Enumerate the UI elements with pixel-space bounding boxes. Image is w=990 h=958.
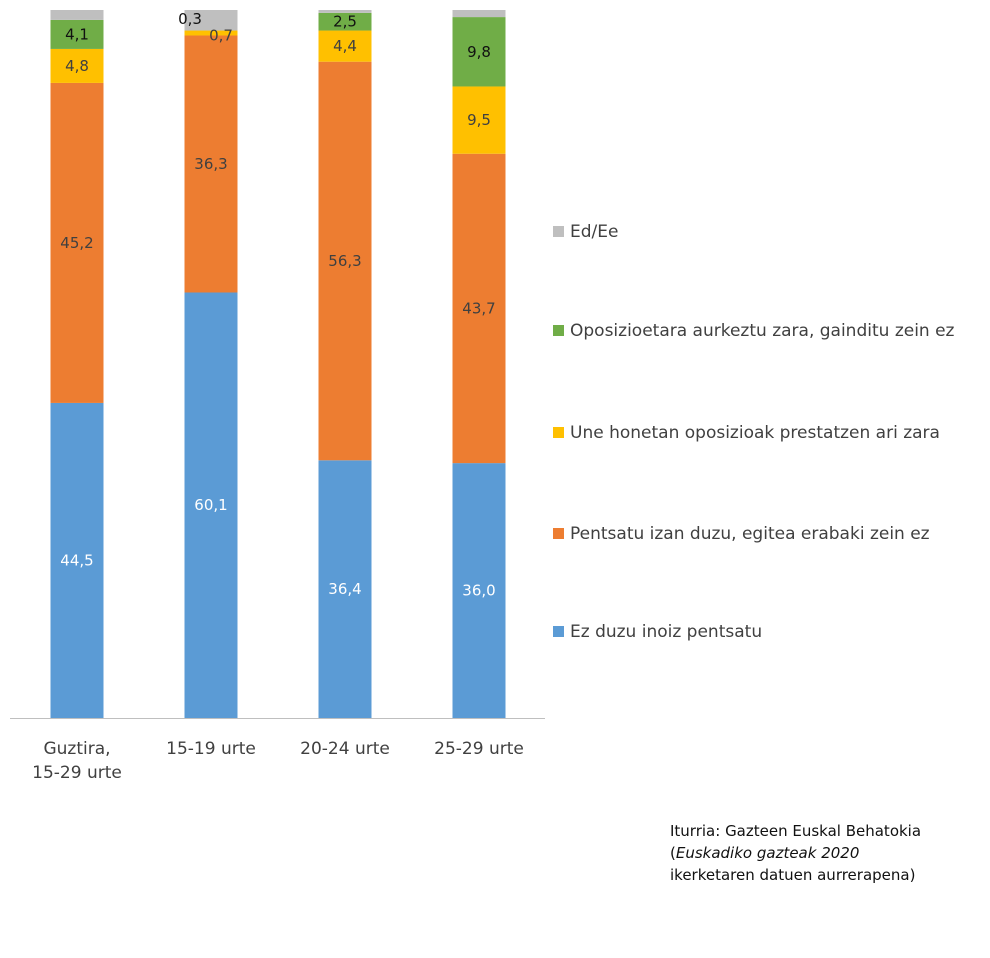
source-note: Iturria: Gazteen Euskal Behatokia (Euska… — [670, 820, 921, 886]
legend-item-prestatzen: Une honetan oposizioak prestatzen ari za… — [553, 423, 940, 443]
bar-segment-prestatzen-guztira — [50, 48, 104, 83]
data-label-aurkeztu-guztira: 4,1 — [65, 25, 89, 43]
data-label-prestatzen-20-24: 4,4 — [333, 37, 357, 55]
bar-segment-pentsatu-izan-25-29 — [452, 153, 506, 464]
data-label-aurkeztu-20-24: 2,5 — [333, 13, 357, 31]
bar-segment-pentsatu-izan-20-24 — [318, 61, 372, 461]
bar-segment-inoiz-ez-15-19 — [184, 292, 238, 718]
bar-segment-ed-ee-15-19 — [184, 10, 238, 31]
bar-segment-pentsatu-izan-15-19 — [184, 35, 238, 293]
legend-label-prestatzen: Une honetan oposizioak prestatzen ari za… — [570, 423, 940, 443]
source-publication: Euskadiko gazteak 2020 — [675, 844, 860, 862]
data-label-pentsatu-izan-guztira: 45,2 — [60, 234, 93, 252]
legend-swatch-aurkeztu — [553, 325, 564, 336]
bar-segment-aurkeztu-20-24 — [318, 12, 372, 31]
legend-item-inoiz-ez: Ez duzu inoiz pentsatu — [553, 622, 762, 642]
legend-item-aurkeztu: Oposizioetara aurkeztu zara, gainditu ze… — [553, 321, 954, 341]
category-label-guztira-line2: 15-29 urte — [32, 763, 122, 783]
bar-segment-prestatzen-25-29 — [452, 86, 506, 154]
category-label-guztira-line1: Guztira, — [43, 739, 110, 759]
legend-swatch-prestatzen — [553, 427, 564, 438]
legend-swatch-ed-ee — [553, 226, 564, 237]
data-label-aurkeztu-25-29: 9,8 — [467, 43, 491, 61]
legend-item-pentsatu-izan: Pentsatu izan duzu, egitea erabaki zein … — [553, 524, 930, 544]
bar-segment-ed-ee-guztira — [50, 10, 104, 20]
bar-segment-ed-ee-25-29 — [452, 10, 506, 18]
source-paren: ( — [670, 844, 676, 862]
legend-item-ed-ee: Ed/Ee — [553, 222, 618, 242]
source-line-2: (Euskadiko gazteak 2020 — [670, 842, 921, 864]
data-label-pentsatu-izan-20-24: 56,3 — [328, 252, 361, 270]
category-label-20-24: 20-24 urte — [300, 739, 390, 759]
data-label-pentsatu-izan-15-19: 36,3 — [194, 155, 227, 173]
bar-segment-prestatzen-15-19 — [184, 30, 238, 36]
source-line-1: Iturria: Gazteen Euskal Behatokia — [670, 822, 922, 840]
bar-segment-pentsatu-izan-guztira — [50, 82, 104, 403]
data-label-inoiz-ez-15-19: 60,1 — [194, 496, 227, 514]
bar-segment-inoiz-ez-guztira — [50, 402, 104, 718]
bar-segment-aurkeztu-25-29 — [452, 17, 506, 87]
legend-swatch-inoiz-ez — [553, 626, 564, 637]
data-label-pentsatu-izan-25-29: 43,7 — [462, 299, 495, 317]
source-line-3: ikerketaren datuen aurrerapena) — [670, 866, 916, 884]
bar-segment-ed-ee-20-24 — [318, 10, 372, 13]
data-label-prestatzen-25-29: 9,5 — [467, 111, 491, 129]
data-label-inoiz-ez-25-29: 36,0 — [462, 582, 495, 600]
legend-swatch-pentsatu-izan — [553, 528, 564, 539]
bar-segment-prestatzen-20-24 — [318, 30, 372, 62]
bar-segment-inoiz-ez-25-29 — [452, 463, 506, 718]
data-label-prestatzen-15-19: 0,7 — [209, 27, 233, 45]
data-label-prestatzen-guztira: 4,8 — [65, 57, 89, 75]
legend-label-pentsatu-izan: Pentsatu izan duzu, egitea erabaki zein … — [570, 524, 930, 544]
data-label-inoiz-ez-20-24: 36,4 — [328, 580, 361, 598]
legend-label-aurkeztu: Oposizioetara aurkeztu zara, gainditu ze… — [570, 321, 955, 341]
legend-label-ed-ee: Ed/Ee — [570, 222, 619, 242]
data-label-ed-ee-15-19: 0,3 — [178, 10, 202, 28]
category-label-15-19: 15-19 urte — [166, 739, 256, 759]
category-label-25-29: 25-29 urte — [434, 739, 524, 759]
legend-label-inoiz-ez: Ez duzu inoiz pentsatu — [570, 622, 763, 642]
bar-segment-aurkeztu-guztira — [50, 19, 104, 49]
data-label-inoiz-ez-guztira: 44,5 — [60, 551, 93, 569]
bar-segment-inoiz-ez-20-24 — [318, 460, 372, 718]
